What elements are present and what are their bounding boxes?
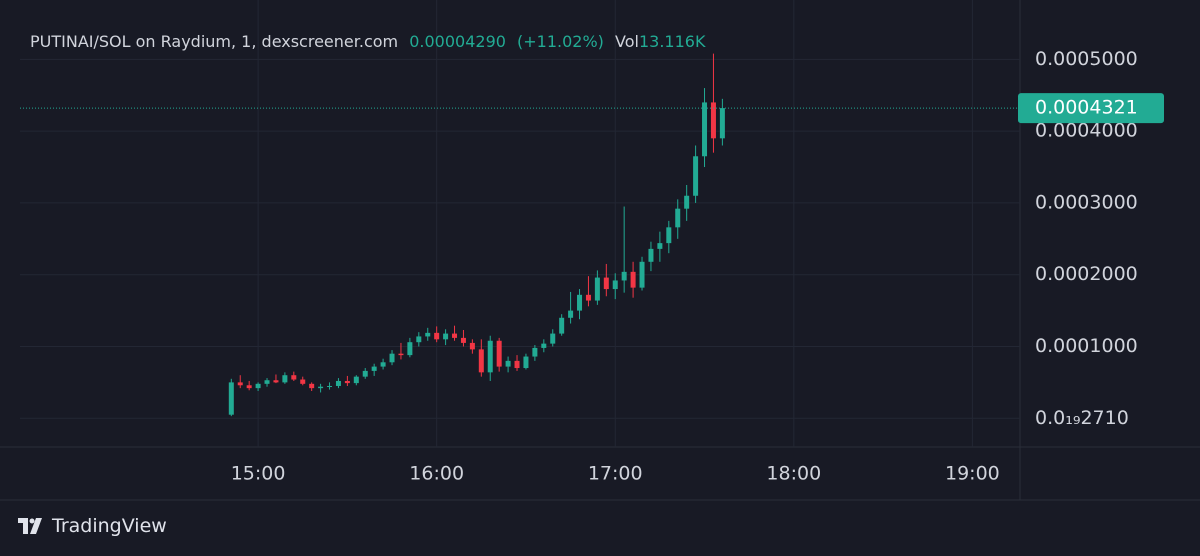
candle-body — [657, 243, 663, 249]
candle-body — [407, 342, 413, 356]
y-tick-label: 0.0₁₉2710 — [1035, 407, 1129, 429]
candle-body — [389, 353, 395, 363]
last-price-label: 0.0004321 — [1035, 97, 1138, 119]
candle-body — [710, 102, 716, 139]
y-tick-label: 0.0005000 — [1035, 48, 1138, 70]
candle-body — [416, 336, 422, 343]
candle-body — [434, 332, 440, 340]
candle-body — [684, 195, 690, 209]
candle-body — [550, 333, 556, 344]
candle-body — [496, 340, 502, 367]
y-tick-label: 0.0003000 — [1035, 191, 1138, 213]
brand-icon — [18, 518, 42, 534]
x-tick-label: 18:00 — [766, 463, 821, 485]
volume-value: 13.116K — [638, 32, 706, 51]
candle-body — [523, 356, 529, 369]
candle-body — [639, 261, 645, 288]
candle-body — [425, 332, 431, 337]
candle-body — [487, 340, 493, 373]
y-tick-label: 0.0001000 — [1035, 335, 1138, 357]
volume-label: Vol — [615, 32, 639, 51]
y-tick-label: 0.0002000 — [1035, 263, 1138, 285]
candle-body — [621, 271, 627, 281]
candle-body — [273, 380, 279, 383]
candle-body — [478, 349, 484, 373]
y-tick-label: 0.0004000 — [1035, 120, 1138, 142]
candle-body — [719, 108, 725, 139]
candle-body — [246, 385, 252, 389]
candle-body — [237, 382, 243, 386]
candle-body — [514, 360, 520, 369]
header-price: 0.00004290 — [409, 32, 506, 51]
candle-body — [371, 366, 377, 371]
candle-body — [594, 277, 600, 301]
brand-name: TradingView — [52, 515, 167, 537]
legend-header: PUTINAI/SOL on Raydium, 1, dexscreener.c… — [30, 32, 711, 51]
candle-body — [585, 294, 591, 301]
candle-body — [603, 277, 609, 290]
candle-body — [693, 156, 699, 196]
brand: TradingView — [18, 515, 167, 537]
candle-body — [300, 379, 306, 384]
last-price-box — [1018, 93, 1164, 124]
candle-body — [505, 360, 511, 367]
candle-body — [335, 380, 341, 386]
x-tick-label: 15:00 — [231, 463, 286, 485]
candle-body — [702, 102, 708, 157]
candle-body — [264, 380, 270, 384]
candle-body — [469, 342, 475, 350]
candle-body — [460, 337, 466, 343]
candle-body — [675, 208, 681, 228]
candle-body — [344, 380, 350, 384]
candle-body — [228, 382, 234, 415]
candle-body — [309, 383, 315, 389]
candle-body — [532, 347, 538, 357]
candle-body — [568, 310, 574, 318]
candle-body — [362, 370, 368, 377]
candle-body — [630, 271, 636, 288]
candle-body — [443, 333, 449, 340]
candle-body — [559, 317, 565, 334]
x-tick-label: 19:00 — [945, 463, 1000, 485]
candle-body — [255, 383, 261, 389]
candle-body — [612, 280, 618, 290]
header-change: (+11.02%) — [517, 32, 604, 51]
candle-body — [577, 294, 583, 311]
candle-body — [282, 375, 288, 383]
candle-body — [318, 386, 324, 389]
candle-body — [398, 353, 404, 356]
candle-body — [353, 376, 359, 384]
candle-body — [541, 343, 547, 348]
symbol-title: PUTINAI/SOL on Raydium, 1, dexscreener.c… — [30, 32, 399, 51]
candle-body — [291, 375, 297, 380]
candle-body — [648, 248, 654, 262]
candle-body — [327, 385, 333, 387]
candle-body — [452, 333, 458, 338]
x-tick-label: 16:00 — [409, 463, 464, 485]
x-tick-label: 17:00 — [588, 463, 643, 485]
candle-body — [666, 227, 672, 244]
candle-body — [380, 362, 386, 367]
